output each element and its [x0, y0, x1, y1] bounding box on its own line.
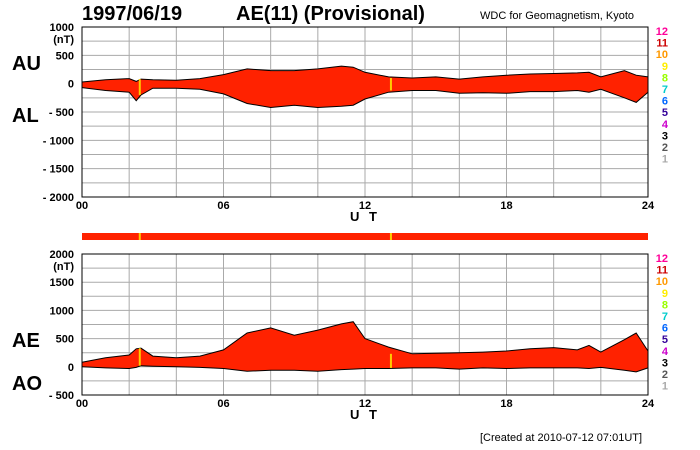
au-al-ytick-label: - 500 — [49, 107, 74, 119]
ae-ao-station-label: 7 — [662, 311, 668, 323]
au-al-index-label: AU — [12, 53, 41, 75]
au-al-station-label: 8 — [662, 72, 668, 84]
au-al-ytick-label: - 2000 — [43, 192, 74, 204]
ae-ao-band — [82, 321, 648, 372]
au-al-upper-series — [81, 65, 649, 83]
au-al-ytick-label: - 1500 — [43, 164, 74, 176]
data-source: WDC for Geomagnetism, Kyoto — [480, 10, 635, 22]
au-al-band — [82, 66, 648, 108]
au-al-xtick-label: 18 — [500, 200, 512, 212]
ae-ao-xtick-label: 06 — [217, 398, 229, 410]
au-al-lower-series — [81, 87, 649, 109]
au-al-station-label: 2 — [662, 142, 668, 154]
ae-ao-lower-series — [81, 365, 649, 373]
ae-ao-ytick-label: 500 — [56, 334, 74, 346]
ae-ao-ytick-label: 1000 — [50, 305, 74, 317]
ae-ao-station-label: 4 — [662, 346, 669, 358]
au-al-station-label: 10 — [656, 49, 668, 61]
au-al-station-label: 7 — [662, 84, 668, 96]
au-al-station-label: 11 — [656, 38, 668, 50]
chart-date: 1997/06/19 — [82, 3, 183, 25]
au-al-station-label: 3 — [662, 130, 668, 142]
au-al-ytick-label: 500 — [56, 50, 74, 62]
ae-ao-upper-series — [81, 321, 649, 363]
au-al-xtick-label: 12 — [359, 200, 371, 212]
au-al-station-label: 6 — [662, 96, 668, 108]
station-strip — [82, 233, 648, 240]
au-al-station-label: 5 — [662, 107, 668, 119]
creation-stamp: [Created at 2010-07-12 07:01UT] — [480, 432, 643, 444]
ae-ao-ytick-label: - 500 — [49, 390, 74, 402]
au-al-station-label: 1 — [662, 154, 668, 166]
ae-ao-index-label: AO — [12, 373, 42, 395]
ae-ao-station-label: 3 — [662, 357, 668, 369]
au-al-frame — [81, 26, 649, 198]
ae-ao-ytick-label: 1500 — [50, 277, 74, 289]
au-al-ytick-label: 0 — [68, 79, 74, 91]
chart-title: AE(11) (Provisional) — [236, 3, 425, 25]
ae-ao-station-label: 9 — [662, 288, 668, 300]
au-al-index-label: AL — [12, 105, 39, 127]
ae-ao-unit-label: (nT) — [53, 261, 74, 273]
au-al-xtick-label: 06 — [217, 200, 229, 212]
au-al-xtick-label: 00 — [76, 200, 88, 212]
ae-ao-station-label: 10 — [656, 276, 668, 288]
ae-ao-station-label: 1 — [662, 381, 668, 393]
ae-ao-station-label: 6 — [662, 323, 668, 335]
au-al-ytick-label: 1000 — [50, 22, 74, 34]
au-al-xaxis-label: U T — [350, 209, 380, 224]
ae-ao-ytick-label: 0 — [68, 362, 74, 374]
ae-ao-index-label: AE — [12, 330, 40, 352]
ae-ao-xtick-label: 18 — [500, 398, 512, 410]
au-al-ytick-label: - 1000 — [43, 135, 74, 147]
au-al-unit-label: (nT) — [53, 34, 74, 46]
au-al-xtick-label: 24 — [642, 200, 655, 212]
au-al-station-label: 4 — [662, 119, 669, 131]
ae-ao-xtick-label: 00 — [76, 398, 88, 410]
ae-ao-station-label: 11 — [656, 265, 668, 277]
ae-ao-station-label: 2 — [662, 369, 668, 381]
ae-ao-station-label: 12 — [656, 253, 668, 265]
au-al-station-label: 12 — [656, 26, 668, 38]
ae-ao-frame — [81, 253, 649, 396]
ae-ao-xtick-label: 12 — [359, 398, 371, 410]
ae-ao-xtick-label: 24 — [642, 398, 655, 410]
ae-ao-station-label: 5 — [662, 334, 668, 346]
ae-ao-station-label: 8 — [662, 299, 668, 311]
au-al-station-label: 9 — [662, 61, 668, 73]
ae-ao-ytick-label: 2000 — [50, 249, 74, 261]
ae-ao-xaxis-label: U T — [350, 407, 380, 422]
